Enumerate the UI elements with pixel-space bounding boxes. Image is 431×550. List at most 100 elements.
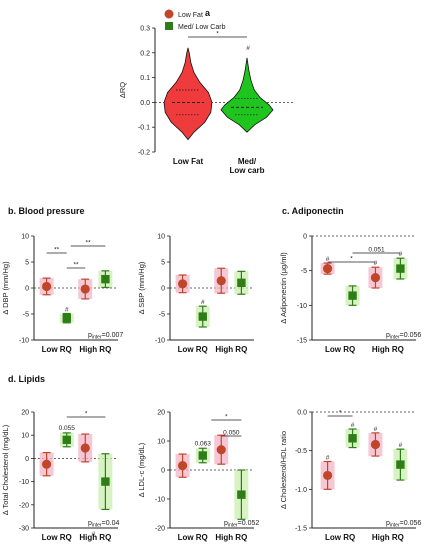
p-interaction-p: p xyxy=(386,520,390,527)
y-tick-label: -20 xyxy=(155,526,165,533)
legend-label-low-fat: Low Fat xyxy=(178,12,203,19)
data-point xyxy=(396,264,405,273)
y-tick-label: -0.5 xyxy=(295,448,307,455)
section-d-label: d. Lipids xyxy=(8,374,45,384)
panel-a-label: a xyxy=(205,8,211,18)
y-axis-label: ΔRQ xyxy=(118,82,127,98)
p-interaction: pinter=0.056 xyxy=(386,332,421,341)
y-tick-label: 0 xyxy=(161,468,165,475)
y-tick-label: 20 xyxy=(21,410,29,417)
p-interaction-value: =0.04 xyxy=(102,520,120,527)
significance-bracket: ** xyxy=(54,247,60,254)
y-tick-label: 0.1 xyxy=(140,75,150,82)
section-c-label: c. Adiponectin xyxy=(282,206,344,216)
p-interaction-sub: inter xyxy=(390,335,400,341)
y-tick-label: 0.0 xyxy=(297,410,307,417)
p-value-label: 0.055 xyxy=(59,425,76,432)
significance-bracket: 0.050 xyxy=(223,430,240,437)
x-tick-label: High RQ xyxy=(215,345,247,354)
data-point xyxy=(80,284,90,294)
x-tick-label-line: Med/ xyxy=(238,157,257,166)
y-tick-label: 5 xyxy=(161,260,165,267)
section-b-label: b. Blood pressure xyxy=(8,206,85,216)
hash-mark: # xyxy=(399,442,403,449)
data-point xyxy=(178,461,188,471)
y-tick-label: 5 xyxy=(25,260,29,267)
legend-marker-low-carb xyxy=(165,22,173,30)
y-tick-label: 10 xyxy=(157,439,165,446)
data-point xyxy=(216,445,226,455)
p-interaction-value: =0.007 xyxy=(102,332,124,339)
significance-bracket: * xyxy=(225,414,228,421)
y-tick-label: -5 xyxy=(23,312,29,319)
p-interaction-sub: inter xyxy=(390,523,400,529)
x-tick-label-line: Low carb xyxy=(229,166,264,175)
hash-mark: # xyxy=(351,422,355,429)
y-tick-label: -10 xyxy=(297,303,307,310)
legend-marker-low-fat xyxy=(164,9,174,19)
hash-mark: # xyxy=(92,531,96,538)
data-point xyxy=(323,470,333,481)
y-tick-label: 0.3 xyxy=(140,26,150,33)
y-tick-label: 10 xyxy=(21,433,29,440)
y-tick-label: 0.2 xyxy=(140,50,150,57)
y-tick-label: -5 xyxy=(301,268,307,275)
data-point xyxy=(237,490,246,499)
p-interaction-p: p xyxy=(88,520,92,527)
y-tick-label: 0 xyxy=(303,234,307,241)
x-tick-label: Low RQ xyxy=(325,533,355,542)
p-interaction-sub: inter xyxy=(228,523,238,529)
data-point xyxy=(348,434,357,443)
significance-bracket: ** xyxy=(73,262,79,269)
data-point xyxy=(237,278,246,287)
y-tick-label: -0.2 xyxy=(138,150,150,157)
significance-bracket: ** xyxy=(86,240,92,247)
data-point xyxy=(370,273,381,283)
hash-mark: # xyxy=(399,251,403,258)
hash-mark: # xyxy=(326,454,330,461)
data-point xyxy=(101,477,110,486)
x-tick-label: Low RQ xyxy=(42,345,72,354)
y-axis-label: Δ Total Cholesterol (mg/dL) xyxy=(1,424,10,515)
x-tick-label: Low RQ xyxy=(325,345,355,354)
violin xyxy=(220,57,274,133)
y-tick-label: -20 xyxy=(19,502,29,509)
x-tick-label: Low RQ xyxy=(178,533,208,542)
y-tick-label: -5 xyxy=(159,312,165,319)
y-axis-label: Δ Adiponectin (µg/ml) xyxy=(279,252,288,324)
p-interaction-sub: inter xyxy=(92,335,102,341)
data-point xyxy=(396,460,405,469)
x-tick-label: High RQ xyxy=(79,533,111,542)
y-tick-label: -10 xyxy=(155,497,165,504)
y-tick-label: -30 xyxy=(19,526,29,533)
x-tick-label: High RQ xyxy=(372,533,404,542)
x-tick-label: Low RQ xyxy=(178,345,208,354)
hash-mark: # xyxy=(326,256,330,263)
p-interaction-sub: inter xyxy=(92,523,102,529)
x-tick-label: High RQ xyxy=(372,345,404,354)
x-tick-label: Low Fat xyxy=(173,157,204,166)
violin xyxy=(163,47,213,141)
y-tick-label: -0.1 xyxy=(138,125,150,132)
data-point xyxy=(348,291,357,300)
p-interaction-value: =0.052 xyxy=(238,520,260,527)
p-interaction: pinter=0.04 xyxy=(88,520,119,529)
data-point xyxy=(101,274,110,284)
y-tick-label: 10 xyxy=(21,234,29,241)
hash-mark: # xyxy=(374,426,378,433)
y-axis-label: Δ DBP (mm/Hg) xyxy=(1,261,10,315)
data-point xyxy=(370,439,381,450)
y-tick-label: 20 xyxy=(157,410,165,417)
y-axis-label: Δ SBP (mm/Hg) xyxy=(137,261,146,314)
data-point xyxy=(42,281,52,292)
data-point xyxy=(62,313,71,323)
y-tick-label: 0 xyxy=(25,286,29,293)
p-interaction-value: =0.056 xyxy=(400,520,422,527)
x-tick-label: High RQ xyxy=(79,345,111,354)
y-axis-label: Δ Cholesterol/HDL ratio xyxy=(279,431,288,509)
p-interaction-value: =0.056 xyxy=(400,332,422,339)
hash-mark: # xyxy=(201,299,205,306)
legend-label-low-carb: Med/ Low Carb xyxy=(178,24,226,31)
significance-bracket: * xyxy=(350,256,353,263)
